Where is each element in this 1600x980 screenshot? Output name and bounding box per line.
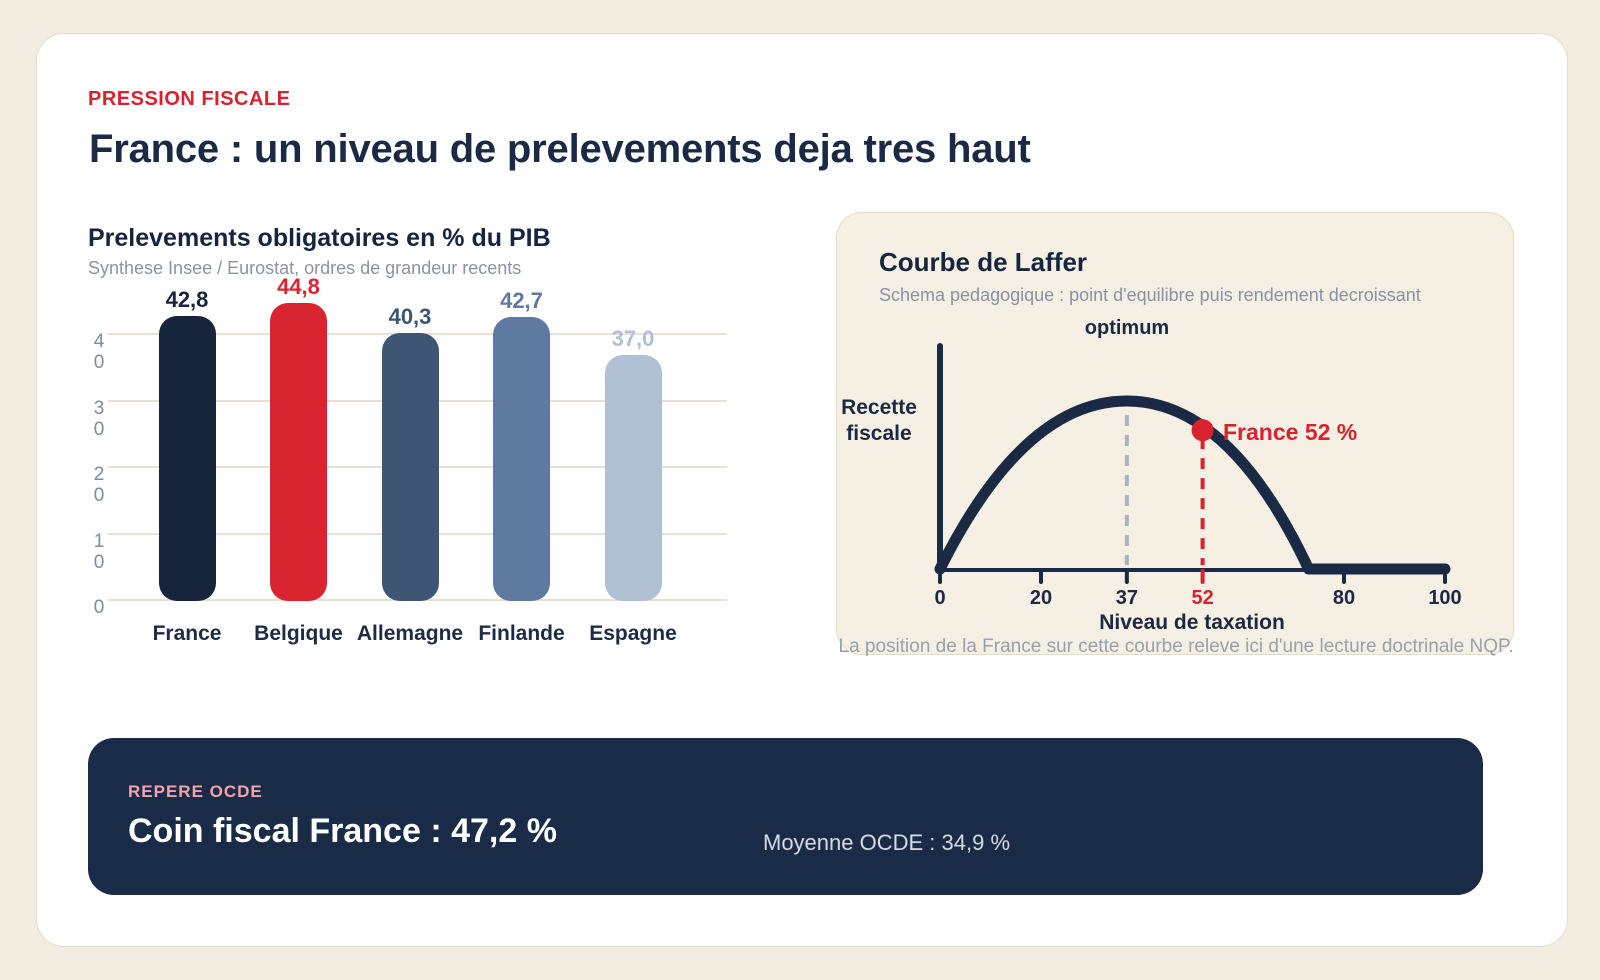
laffer-y-axis-label: Recette fiscale bbox=[841, 396, 917, 445]
y-tick-label: 40 bbox=[93, 331, 105, 373]
bar-plot: 40 30 20 10 0 42,8 France 44,8 Belgique 40,3 Allem… bbox=[88, 274, 748, 650]
laffer-subtitle: Schema pedagogique : point d'equilibre p… bbox=[879, 285, 1421, 305]
laffer-x-tick-label: 100 bbox=[1428, 587, 1462, 609]
laffer-footnote: La position de la France sur cette courb… bbox=[838, 636, 1514, 657]
laffer-x-tick-label: 0 bbox=[934, 587, 946, 609]
bar-value-label: 40,3 bbox=[388, 304, 432, 329]
bar-value-label: 42,7 bbox=[500, 288, 543, 314]
laffer-x-tick-label: 80 bbox=[1332, 587, 1356, 609]
laffer-x-tick-label: 52 bbox=[1191, 587, 1214, 609]
laffer-france-marker-label: France 52 % bbox=[1223, 419, 1358, 445]
laffer-curve-figure bbox=[934, 343, 1451, 584]
bar-value-label: 42,8 bbox=[165, 287, 209, 313]
laffer-curve bbox=[934, 395, 1451, 575]
bar-category-label: France bbox=[152, 622, 222, 645]
laffer-title: Courbe de Laffer bbox=[879, 247, 1088, 277]
laffer-panel: Courbe de Laffer Schema pedagogique : po… bbox=[836, 212, 1514, 657]
ocde-band-kicker: REPERE OCDE bbox=[128, 782, 263, 801]
bar bbox=[270, 303, 327, 601]
laffer-x-tick-label: 20 bbox=[1029, 587, 1053, 609]
y-tick-label: 20 bbox=[93, 464, 105, 506]
bar-category-label: Espagne bbox=[589, 622, 677, 645]
bar-value-label: 44,8 bbox=[277, 274, 320, 300]
ocde-band-headline: Coin fiscal France : 47,2 % bbox=[128, 812, 557, 850]
page-title: France : un niveau de prelevements deja … bbox=[89, 127, 1031, 171]
bar bbox=[604, 354, 662, 601]
bar-chart-subtitle: Synthese Insee / Eurostat, ordres de gra… bbox=[88, 258, 522, 278]
bar-chart-title: Prelevements obligatoires en % du PIB bbox=[88, 224, 551, 252]
page-kicker: PRESSION FISCALE bbox=[88, 88, 291, 110]
laffer-optimum-label: optimum bbox=[1084, 317, 1170, 339]
y-tick-label: 0 bbox=[93, 597, 105, 618]
laffer-x-axis-label: Niveau de taxation bbox=[1099, 611, 1285, 634]
laffer-x-tick-label: 37 bbox=[1115, 587, 1138, 609]
y-tick-label: 30 bbox=[93, 397, 105, 440]
laffer-france-dot bbox=[1191, 419, 1214, 442]
bar bbox=[381, 333, 439, 601]
bar bbox=[493, 317, 550, 601]
bar-category-label: Allemagne bbox=[356, 622, 464, 645]
ocde-band-secondary: Moyenne OCDE : 34,9 % bbox=[763, 830, 1011, 855]
ocde-band: REPERE OCDE Coin fiscal France : 47,2 % … bbox=[88, 738, 1483, 895]
bar-category-label: Belgique bbox=[254, 622, 343, 645]
y-tick-label: 10 bbox=[93, 530, 105, 573]
bar-value-label: 37,0 bbox=[611, 325, 655, 351]
bar-category-label: Finlande bbox=[478, 622, 565, 645]
bar bbox=[158, 316, 216, 601]
